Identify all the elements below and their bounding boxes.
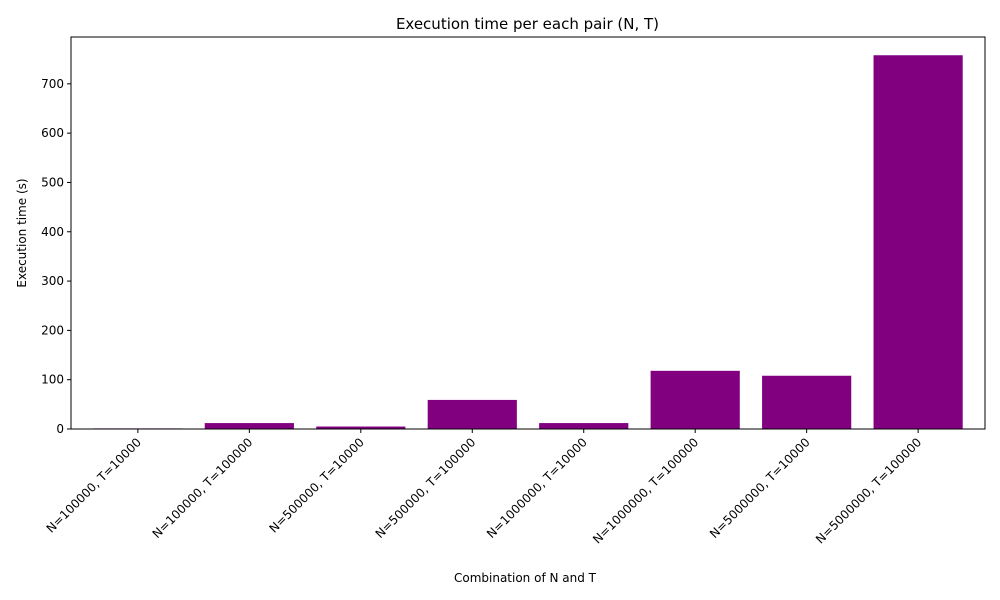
- y-ticks-group: 0 100 200 300 400 500 600 700: [41, 77, 71, 436]
- bars-group: [93, 55, 963, 430]
- chart-title: Execution time per each pair (N, T): [396, 15, 659, 33]
- y-tick-label: 400: [41, 225, 64, 239]
- y-axis-label: Execution time (s): [15, 178, 29, 287]
- y-tick-label: 300: [41, 274, 64, 288]
- bar-4: [427, 399, 517, 429]
- bar-8: [873, 55, 963, 430]
- y-tick-label: 600: [41, 126, 64, 140]
- bar-5: [539, 423, 629, 429]
- x-axis-label: Combination of N and T: [454, 571, 597, 585]
- y-tick-label: 0: [56, 422, 64, 436]
- y-tick-label: 700: [41, 77, 64, 91]
- bar-6: [650, 370, 740, 429]
- bar-3: [316, 426, 406, 429]
- y-tick-label: 100: [41, 373, 64, 387]
- bar-2: [204, 423, 294, 429]
- bar-7: [762, 375, 852, 429]
- plot-frame: [70, 36, 986, 430]
- y-tick-label: 500: [41, 175, 64, 189]
- y-tick-label: 200: [41, 323, 64, 337]
